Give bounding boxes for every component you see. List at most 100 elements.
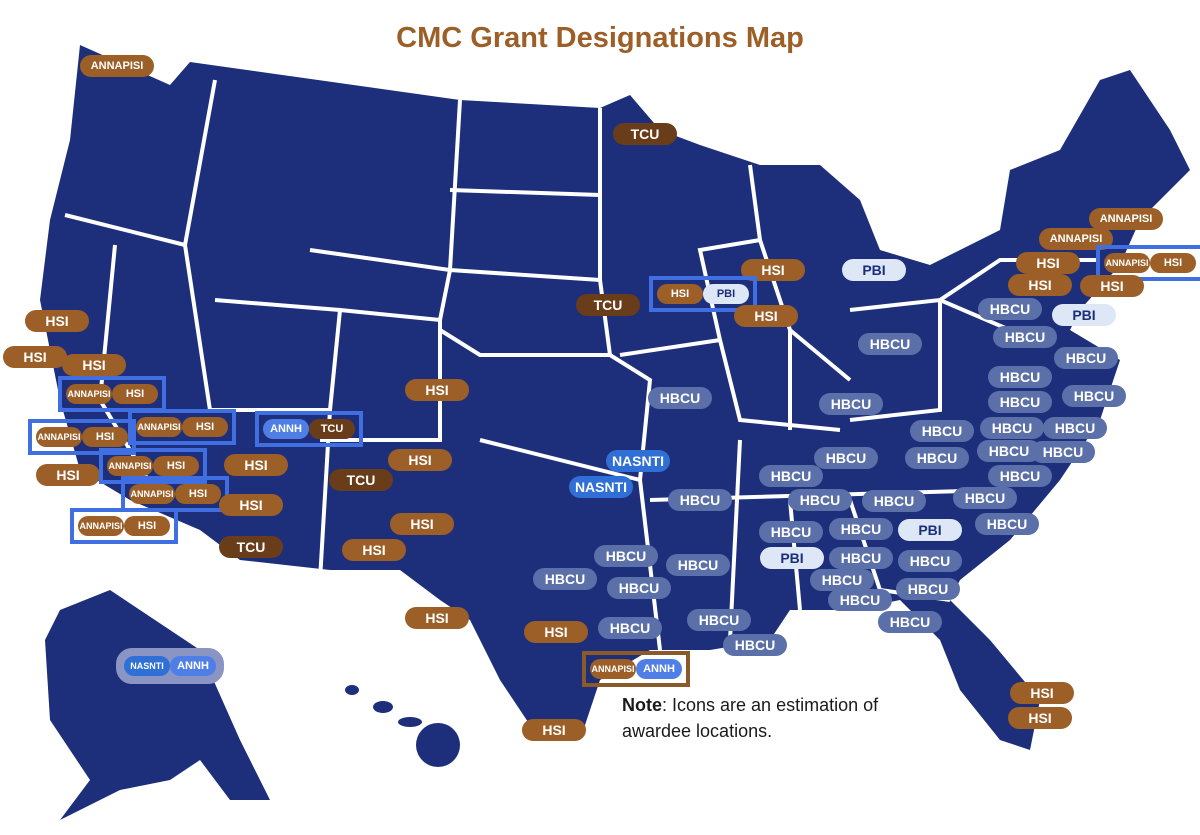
marker-label: HSI: [425, 382, 448, 398]
marker-pill: [1010, 682, 1074, 704]
marker-pill: [953, 487, 1017, 509]
marker-pill: [1052, 304, 1116, 326]
marker-pill: [598, 617, 662, 639]
marker-pill: [1054, 347, 1118, 369]
marker-label: ANNH: [270, 423, 302, 435]
marker-label: HBCU: [678, 557, 718, 573]
marker-label: TCU: [347, 472, 376, 488]
marker-pill: [759, 465, 823, 487]
marker-pill: [1080, 275, 1144, 297]
marker-label: TCU: [631, 126, 660, 142]
note-label: Note: [622, 695, 662, 715]
marker-label: HBCU: [874, 493, 914, 509]
marker-label: HBCU: [826, 450, 866, 466]
marker-pill: [25, 310, 89, 332]
marker-pill: [1008, 274, 1072, 296]
marker-pill: [657, 284, 703, 304]
marker-pill: [112, 384, 158, 404]
marker-label: ANNAPISI: [137, 422, 180, 432]
marker-pill: [878, 611, 942, 633]
marker-label: HSI: [126, 388, 144, 400]
marker-label: HSI: [425, 610, 448, 626]
marker-pill: [80, 55, 154, 77]
marker-pill: [980, 417, 1044, 439]
marker-pill: [819, 393, 883, 415]
marker-label: HSI: [362, 542, 385, 558]
marker-pill: [594, 545, 658, 567]
marker-pill: [814, 447, 878, 469]
marker-pill: [723, 634, 787, 656]
marker-pill: [224, 454, 288, 476]
marker-pill: [342, 539, 406, 561]
marker-pill: [590, 659, 636, 679]
marker-pill: [390, 513, 454, 535]
marker-label: HBCU: [992, 420, 1032, 436]
marker-label: HSI: [239, 497, 262, 513]
marker-pill: [329, 469, 393, 491]
marker-label: ANNAPISI: [130, 489, 173, 499]
marker-label: ANNH: [177, 660, 209, 672]
marker-label: HBCU: [606, 548, 646, 564]
marker-pill: [576, 294, 640, 316]
marker-label: ANNAPISI: [1050, 233, 1103, 245]
marker-pill: [107, 456, 153, 476]
marker-label: HSI: [138, 520, 156, 532]
marker-label: PBI: [780, 550, 803, 566]
marker-label: HSI: [754, 308, 777, 324]
marker-label: ANNAPISI: [591, 664, 634, 674]
marker-label: HSI: [1030, 685, 1053, 701]
marker-pill: [988, 366, 1052, 388]
marker-pill: [741, 259, 805, 281]
marker-label: HBCU: [771, 524, 811, 540]
marker-pill: [1031, 441, 1095, 463]
marker-label: HSI: [761, 262, 784, 278]
marker-pill: [3, 346, 67, 368]
marker-pill: [1043, 417, 1107, 439]
marker-label: HSI: [1028, 710, 1051, 726]
hawaii: [345, 685, 460, 767]
marker-pill: [129, 484, 175, 504]
marker-pill: [842, 259, 906, 281]
marker-pill: [219, 536, 283, 558]
marker-pill: [405, 607, 469, 629]
marker-label: ANNAPISI: [1105, 258, 1148, 268]
marker-pill: [607, 577, 671, 599]
marker-label: ANNAPISI: [108, 461, 151, 471]
marker-label: HBCU: [699, 612, 739, 628]
marker-label: HBCU: [910, 553, 950, 569]
marker-label: HBCU: [1000, 394, 1040, 410]
marker-label: NASNTI: [130, 661, 164, 671]
marker-pill: [522, 719, 586, 741]
marker-box: [58, 376, 166, 412]
marker-label: HBCU: [870, 336, 910, 352]
marker-box: [99, 448, 207, 484]
marker-label: HSI: [1028, 277, 1051, 293]
marker-pill: [978, 298, 1042, 320]
marker-pill: [136, 417, 182, 437]
marker-label: ANNAPISI: [67, 389, 110, 399]
marker-label: HBCU: [1000, 468, 1040, 484]
marker-pill: [858, 333, 922, 355]
marker-label: HSI: [167, 460, 185, 472]
marker-pill: [175, 484, 221, 504]
marker-pill: [668, 489, 732, 511]
alaska: [45, 590, 270, 820]
marker-label: HSI: [544, 624, 567, 640]
marker-label: HSI: [1164, 257, 1182, 269]
marker-label: PBI: [918, 522, 941, 538]
marker-pill: [124, 656, 170, 676]
marker-box: [1096, 245, 1200, 281]
marker-label: HSI: [671, 288, 689, 300]
marker-pill: [82, 427, 128, 447]
marker-label: TCU: [321, 423, 344, 435]
marker-pill: [388, 449, 452, 471]
marker-pill: [182, 417, 228, 437]
marker-label: HBCU: [917, 450, 957, 466]
marker-label: HSI: [45, 313, 68, 329]
marker-label: HBCU: [841, 550, 881, 566]
marker-pill: [829, 547, 893, 569]
marker-label: HBCU: [545, 571, 585, 587]
markers: ANNAPISI TCU ANNAPISI ANNAPISI HSI ANNAPISI HS…: [3, 55, 1200, 741]
